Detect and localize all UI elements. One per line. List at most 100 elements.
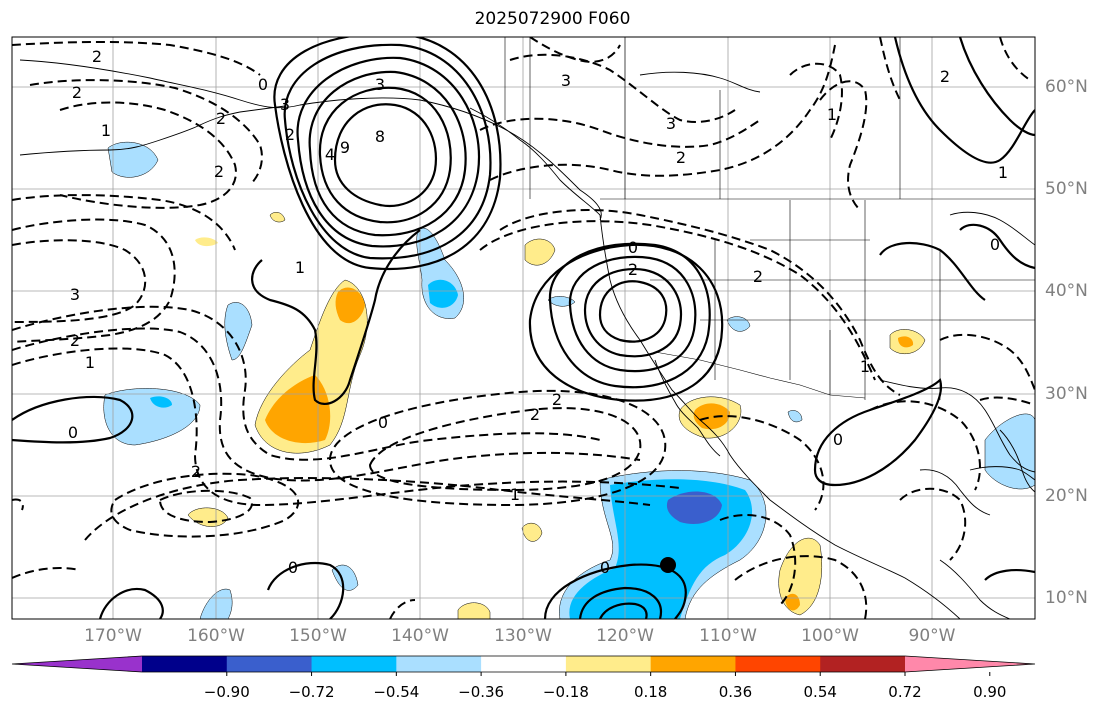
contour-label: 1 <box>85 353 95 372</box>
dcontour-34 <box>12 567 81 579</box>
dcontour-13 <box>29 79 263 186</box>
contour-right-2 <box>893 37 1035 164</box>
contour-low-5 <box>283 43 492 260</box>
lat-label-50n: 50°N <box>1045 179 1088 199</box>
shade-yellow-9 <box>195 237 218 247</box>
contour-label: 0 <box>378 413 388 432</box>
contour-label: 1 <box>827 105 837 124</box>
colorbar-tick-label: −0.18 <box>542 683 589 701</box>
contour-label: 1 <box>860 357 870 376</box>
contour-label: 3 <box>561 71 571 90</box>
dcontour-20 <box>819 80 868 211</box>
dcontour-19 <box>479 220 876 381</box>
lon-label-170w: 170°W <box>84 626 142 646</box>
contour-low-2 <box>318 86 452 224</box>
border-canada-prov <box>529 37 901 199</box>
dcontour-29 <box>979 396 1035 406</box>
shade-blue-3 <box>150 396 172 408</box>
dcontour-2 <box>12 327 641 482</box>
contour-high-2 <box>583 267 683 358</box>
coast-yucatan <box>919 469 991 516</box>
political-borders <box>504 37 1035 400</box>
coast-west-us <box>599 214 961 619</box>
contour-label: 2 <box>530 405 540 424</box>
dcontour-8 <box>328 389 667 507</box>
lon-label-130w: 130°W <box>494 626 552 646</box>
contour-label: 2 <box>628 260 638 279</box>
dcontour-30 <box>389 599 416 619</box>
solid-contours <box>12 37 1035 619</box>
shade-orange-4 <box>898 336 914 348</box>
dcontour-5 <box>110 472 300 538</box>
contour-label: 2 <box>92 47 102 66</box>
lat-label-20n: 20°N <box>1045 486 1088 506</box>
coast-alaska-south <box>19 59 602 221</box>
contour-right-1 <box>813 377 943 487</box>
contour-label: 9 <box>340 138 350 157</box>
map-frame <box>11 36 1036 620</box>
lon-label-90w: 90°W <box>908 626 956 646</box>
colorbar-tick-label: 0.72 <box>888 683 922 701</box>
contour-label: 2 <box>940 67 950 86</box>
dcontour-24 <box>719 514 797 606</box>
shade-orange-2 <box>335 287 365 324</box>
shade-yellow-10 <box>269 212 286 223</box>
contour-label: 0 <box>600 558 610 577</box>
contour-label: 1 <box>101 121 111 140</box>
lon-label-110w: 110°W <box>699 626 757 646</box>
lat-label-30n: 30°N <box>1045 384 1088 404</box>
shade-yellow-5 <box>524 238 556 266</box>
dcontour-28 <box>939 333 1035 391</box>
contour-label: 3 <box>375 75 385 94</box>
coast-cuba <box>969 466 1035 481</box>
contour-low-4 <box>296 56 481 248</box>
dcontour-6 <box>158 489 253 524</box>
colorbar-tick-label: −0.54 <box>373 683 420 701</box>
colorbar-tick-label: 0.18 <box>633 683 668 701</box>
contour-label: 8 <box>375 127 385 146</box>
contour-label: 2 <box>70 331 80 350</box>
dashed-contours <box>12 37 1035 619</box>
dcontour-15 <box>509 53 736 123</box>
station-marker-dot <box>660 557 676 573</box>
contour-label: 3 <box>666 114 676 133</box>
colorbar-tick-label: −0.90 <box>203 683 250 701</box>
dcontour-10 <box>12 218 176 343</box>
negative-shading <box>103 141 1035 619</box>
dcontour-14 <box>12 40 261 76</box>
contour-zero-2 <box>266 561 345 619</box>
contour-zero-1 <box>12 395 134 444</box>
contour-right-6 <box>879 241 986 301</box>
shade-lightblue-4 <box>107 141 159 178</box>
dcontour-33 <box>999 37 1031 81</box>
dcontour-23 <box>699 415 825 511</box>
lat-label-10n: 10°N <box>1045 588 1088 608</box>
contour-label: 4 <box>325 145 335 164</box>
map-title: 2025072900 F060 <box>474 9 631 29</box>
shade-royal-1 <box>666 491 722 525</box>
contour-label: 2 <box>552 390 562 409</box>
contour-high-4 <box>548 242 711 389</box>
shade-lightblue-11 <box>547 296 576 307</box>
contour-label: 1 <box>295 258 305 277</box>
contour-label: 0 <box>288 558 298 577</box>
contour-right-3 <box>958 37 1035 137</box>
contour-zero-3 <box>98 587 164 619</box>
contour-label: 3 <box>70 285 80 304</box>
lat-label-40n: 40°N <box>1045 281 1088 301</box>
colorbar-tick-label: 0.54 <box>803 683 837 701</box>
contour-label: 0 <box>258 75 268 94</box>
contour-label: 2 <box>285 125 295 144</box>
dcontour-1 <box>12 305 601 461</box>
coast-greatlakes <box>949 211 1035 246</box>
contour-label: 2 <box>753 267 763 286</box>
coast-gulf-mexico <box>879 379 1035 473</box>
dcontour-17 <box>489 44 836 181</box>
contour-low-9 <box>578 586 663 619</box>
dcontour-4 <box>84 477 651 541</box>
dcontour-7 <box>368 407 642 492</box>
coast-hudson <box>639 71 761 93</box>
coast-florida <box>999 429 1035 493</box>
dcontour-16 <box>479 117 761 148</box>
